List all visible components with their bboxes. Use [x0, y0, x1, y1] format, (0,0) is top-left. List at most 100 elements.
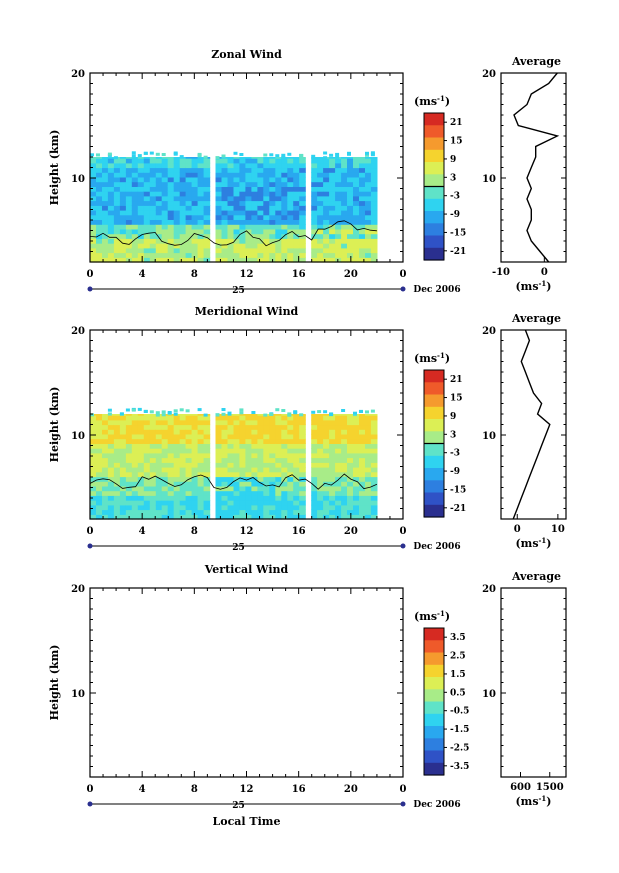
- heatmap-cell: [215, 247, 223, 254]
- heatmap-cell: [239, 411, 244, 415]
- heatmap-cell: [90, 195, 97, 202]
- heatmap-cell: [275, 467, 282, 473]
- heatmap-cell: [365, 485, 372, 492]
- heatmap-cell: [341, 409, 346, 412]
- heatmap-cell: [287, 467, 294, 473]
- heatmap-cell: [335, 176, 342, 183]
- heatmap-cell: [239, 485, 246, 492]
- heatmap-cell: [125, 509, 133, 515]
- heatmap-cell: [227, 176, 235, 183]
- heatmap-cell: [311, 429, 318, 435]
- heatmap-cell: [370, 210, 378, 216]
- heatmap-cell: [359, 176, 366, 183]
- heatmap-cell: [149, 448, 157, 454]
- heatmap-cell: [299, 252, 306, 258]
- heatmap-cell: [125, 433, 133, 440]
- heatmap-cell: [215, 224, 223, 230]
- heatmap-cell: [239, 186, 246, 192]
- heatmap-cell: [281, 490, 288, 496]
- heatmap-cell: [311, 176, 318, 183]
- heatmap-cell: [233, 467, 241, 473]
- heatmap-cell: [155, 157, 163, 159]
- heatmap-cell: [173, 158, 181, 164]
- heatmap-cell: [370, 448, 378, 454]
- heatmap-cell: [239, 415, 246, 421]
- heatmap-cell: [221, 514, 229, 520]
- heatmap-cell: [257, 476, 264, 482]
- average-xtick-label: 0: [541, 267, 548, 278]
- heatmap-cell: [233, 157, 241, 159]
- heatmap-cell: [257, 157, 264, 159]
- vertical-xtick-label: 0: [87, 784, 94, 795]
- heatmap-cell: [251, 414, 258, 416]
- heatmap-cell: [102, 243, 109, 249]
- heatmap-cell: [311, 233, 318, 239]
- heatmap-cell: [96, 200, 103, 206]
- heatmap-cell: [365, 243, 372, 249]
- heatmap-cell: [311, 500, 318, 506]
- heatmap-cell: [257, 462, 264, 468]
- heatmap-cell: [167, 504, 175, 511]
- heatmap-cell: [275, 509, 282, 515]
- heatmap-cell: [96, 153, 100, 157]
- heatmap-cell: [191, 186, 199, 192]
- heatmap-cell: [293, 195, 300, 202]
- heatmap-cell: [359, 200, 366, 206]
- heatmap-cell: [341, 191, 348, 197]
- heatmap-cell: [239, 481, 246, 487]
- heatmap-cell: [125, 467, 133, 473]
- zonal-ytick-label: 10: [71, 174, 85, 185]
- heatmap-cell: [275, 408, 280, 412]
- heatmap-cell: [197, 247, 205, 254]
- heatmap-cell: [155, 411, 160, 415]
- heatmap-cell: [161, 419, 169, 426]
- heatmap-cell: [173, 514, 181, 520]
- heatmap-cell: [143, 415, 151, 421]
- vertical-title: Vertical Wind: [204, 563, 289, 576]
- heatmap-cell: [161, 210, 169, 216]
- heatmap-cell: [251, 186, 258, 192]
- heatmap-cell: [370, 151, 375, 155]
- heatmap-cell: [227, 252, 235, 258]
- heatmap-cell: [341, 210, 348, 216]
- heatmap-cell: [365, 228, 372, 235]
- heatmap-cell: [137, 210, 145, 216]
- heatmap-cell: [113, 457, 121, 463]
- heatmap-cell: [347, 162, 354, 169]
- heatmap-cell: [239, 252, 246, 258]
- heatmap-cell: [215, 214, 223, 220]
- heatmap-cell: [353, 495, 360, 501]
- heatmap-cell: [299, 205, 306, 211]
- heatmap-cell: [197, 509, 205, 515]
- heatmap-cell: [370, 414, 378, 416]
- heatmap-cell: [197, 181, 205, 187]
- heatmap-cell: [311, 162, 318, 169]
- heatmap-cell: [251, 415, 258, 421]
- heatmap-cell: [107, 509, 115, 515]
- heatmap-cell: [137, 429, 145, 435]
- heatmap-cell: [347, 200, 354, 206]
- heatmap-cell: [102, 457, 109, 463]
- heatmap-cell: [329, 476, 336, 482]
- heatmap-cell: [96, 438, 103, 444]
- heatmap-cell: [155, 438, 163, 444]
- heatmap-cell: [323, 471, 330, 478]
- heatmap-cell: [233, 252, 241, 258]
- heatmap-cell: [323, 233, 330, 239]
- heatmap-cell: [191, 452, 199, 459]
- heatmap-cell: [311, 481, 318, 487]
- heatmap-cell: [185, 157, 193, 159]
- heatmap-cell: [263, 452, 270, 459]
- heatmap-cell: [263, 214, 270, 220]
- heatmap-cell: [275, 247, 282, 254]
- heatmap-cell: [137, 158, 145, 164]
- heatmap-cell: [251, 514, 258, 520]
- zero-contour: [89, 473, 378, 490]
- heatmap-cell: [269, 233, 276, 239]
- heatmap-cell: [113, 448, 121, 454]
- heatmap-cell: [102, 157, 109, 159]
- heatmap-cell: [299, 438, 306, 444]
- heatmap-cell: [149, 414, 157, 416]
- heatmap-cell: [161, 205, 169, 211]
- heatmap-cell: [347, 176, 354, 183]
